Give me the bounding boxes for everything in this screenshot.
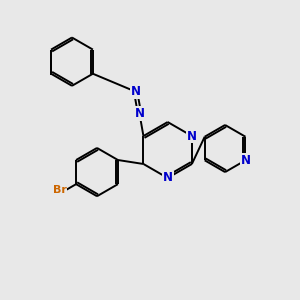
Text: N: N [130, 85, 141, 98]
Text: N: N [241, 154, 250, 167]
Text: N: N [187, 130, 197, 142]
Text: N: N [163, 172, 173, 184]
Text: N: N [134, 107, 145, 120]
Text: Br: Br [52, 185, 66, 195]
